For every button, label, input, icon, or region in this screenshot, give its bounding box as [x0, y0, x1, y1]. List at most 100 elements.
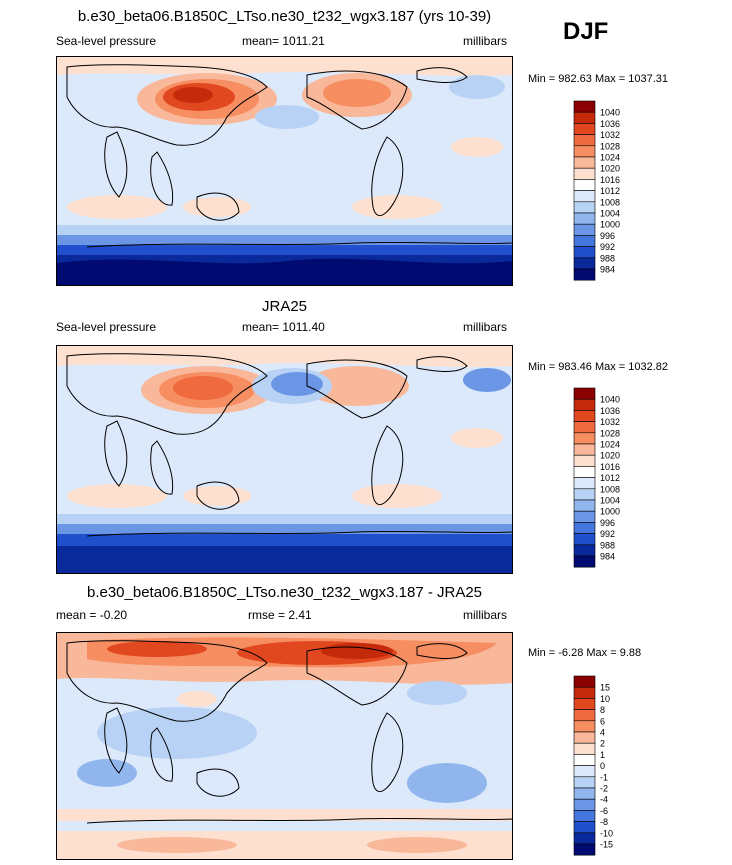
colorbar-tick-label: -8: [600, 817, 608, 827]
colorbar-tick-label: 1032: [600, 417, 620, 427]
colorbar-tick-label: 1020: [600, 451, 620, 461]
colorbar-tick-label: -10: [600, 828, 613, 838]
colorbar-swatch: [573, 754, 596, 766]
colorbar-tick-label: 992: [600, 529, 615, 539]
panel2-title: JRA25: [261, 298, 308, 315]
colorbar-swatch: [573, 742, 596, 755]
colorbar-swatch: [573, 709, 596, 722]
colorbar-swatch: [573, 235, 596, 247]
colorbar-tick-label: 1004: [600, 496, 620, 506]
panel2-map: [56, 345, 513, 574]
colorbar-swatch: [573, 787, 596, 800]
colorbar-swatch: [573, 731, 596, 744]
colorbar-tick-label: 1036: [600, 406, 620, 416]
colorbar-tick-label: 1028: [600, 141, 620, 151]
colorbar-tick-label: 0: [600, 761, 605, 771]
colorbar-tick-label: 2: [600, 739, 605, 749]
colorbar-tick-label: -15: [600, 840, 613, 850]
panel3-mean-label: mean = -0.20: [56, 608, 128, 622]
colorbar-tick-label: 1016: [600, 175, 620, 185]
colorbar-swatch: [573, 720, 596, 733]
panel3-minmax: Min = -6.28 Max = 9.88: [528, 647, 642, 659]
colorbar-tick-label: 15: [600, 683, 610, 693]
colorbar-tick-label: 1024: [600, 440, 620, 450]
colorbar-swatch: [573, 123, 596, 135]
colorbar-tick-label: 10: [600, 694, 610, 704]
colorbar-swatch: [573, 686, 596, 699]
panel3-title: b.e30_beta06.B1850C_LTso.ne30_t232_wgx3.…: [86, 584, 483, 601]
panel2-colorbar: 1040 1036 1032 1028 1024 1020 1016 1012 1008 1004…: [573, 387, 620, 568]
colorbar-tick-label: 1020: [600, 164, 620, 174]
colorbar-tick-label: 1000: [600, 220, 620, 230]
colorbar-tick-label: 1: [600, 750, 605, 760]
colorbar-tick-label: 1040: [600, 395, 620, 405]
colorbar-swatch: [573, 555, 596, 568]
colorbar-tick-label: 992: [600, 242, 615, 252]
colorbar-swatch: [573, 488, 596, 501]
panel1-colorbar: 1040 1036 1032 1028 1024 1020 1016 1012 1008 1004…: [573, 100, 620, 281]
colorbar-swatch: [573, 387, 596, 400]
colorbar-swatch: [573, 421, 596, 434]
colorbar-tick-label: 1016: [600, 462, 620, 472]
colorbar-swatch: [573, 510, 596, 523]
colorbar-tick-label: -1: [600, 772, 608, 782]
season-label: DJF: [563, 18, 609, 45]
colorbar-swatch: [573, 111, 596, 124]
colorbar-tick-label: 984: [600, 552, 615, 562]
colorbar-swatch: [573, 675, 596, 688]
panel1-map: [56, 56, 513, 286]
colorbar-swatch: [573, 843, 596, 856]
colorbar-tick-label: -6: [600, 806, 608, 816]
colorbar-tick-label: -4: [600, 795, 608, 805]
colorbar-swatch: [573, 223, 596, 236]
colorbar-swatch: [573, 821, 596, 834]
colorbar-tick-label: 1008: [600, 484, 620, 494]
colorbar-tick-label: 1032: [600, 130, 620, 140]
colorbar-tick-label: 1036: [600, 119, 620, 129]
colorbar-swatch: [573, 533, 596, 546]
panel2-variable-label: Sea-level pressure: [56, 320, 157, 334]
colorbar-swatch: [573, 454, 596, 467]
colorbar-swatch: [573, 179, 596, 191]
colorbar-tick-label: 996: [600, 518, 615, 528]
colorbar-tick-label: 1000: [600, 507, 620, 517]
colorbar-tick-label: 988: [600, 253, 615, 263]
panel1-minmax: Min = 982.63 Max = 1037.31: [528, 73, 669, 85]
panel3-rmse-label: rmse = 2.41: [248, 608, 312, 622]
colorbar-swatch: [573, 544, 596, 557]
colorbar-swatch: [573, 810, 596, 822]
colorbar-tick-label: 1028: [600, 428, 620, 438]
panel1-variable-label: Sea-level pressure: [56, 34, 157, 48]
panel3-units-label: millibars: [463, 608, 508, 622]
colorbar-swatch: [573, 522, 596, 534]
colorbar-swatch: [573, 443, 596, 456]
colorbar-swatch: [573, 212, 596, 225]
colorbar-swatch: [573, 100, 596, 113]
colorbar-swatch: [573, 268, 596, 281]
colorbar-swatch: [573, 432, 596, 445]
colorbar-swatch: [573, 832, 596, 845]
colorbar-tick-label: 988: [600, 540, 615, 550]
colorbar-swatch: [573, 477, 596, 490]
colorbar-tick-label: 6: [600, 716, 605, 726]
colorbar-swatch: [573, 134, 596, 147]
colorbar-swatch: [573, 156, 596, 169]
colorbar-swatch: [573, 190, 596, 203]
panel1-units-label: millibars: [463, 34, 508, 48]
colorbar-swatch: [573, 466, 596, 478]
colorbar-tick-label: 1012: [600, 473, 620, 483]
colorbar-swatch: [573, 410, 596, 422]
colorbar-swatch: [573, 398, 596, 411]
colorbar-swatch: [573, 798, 596, 811]
panel2-mean-label: mean= 1011.40: [242, 320, 325, 334]
colorbar-tick-label: 1024: [600, 153, 620, 163]
colorbar-tick-label: 4: [600, 728, 605, 738]
colorbar-tick-label: 984: [600, 265, 615, 275]
colorbar-tick-label: 1040: [600, 108, 620, 118]
colorbar-swatch: [573, 499, 596, 512]
panel3-colorbar: 15 10 8 6 4 2 1 0 -1 -2 -4 -6 -8 -10 -15: [573, 675, 613, 856]
panel1-mean-label: mean= 1011.21: [242, 34, 325, 48]
colorbar-tick-label: 1012: [600, 186, 620, 196]
colorbar-tick-label: 996: [600, 231, 615, 241]
panel1-title: b.e30_beta06.B1850C_LTso.ne30_t232_wgx3.…: [77, 8, 492, 25]
